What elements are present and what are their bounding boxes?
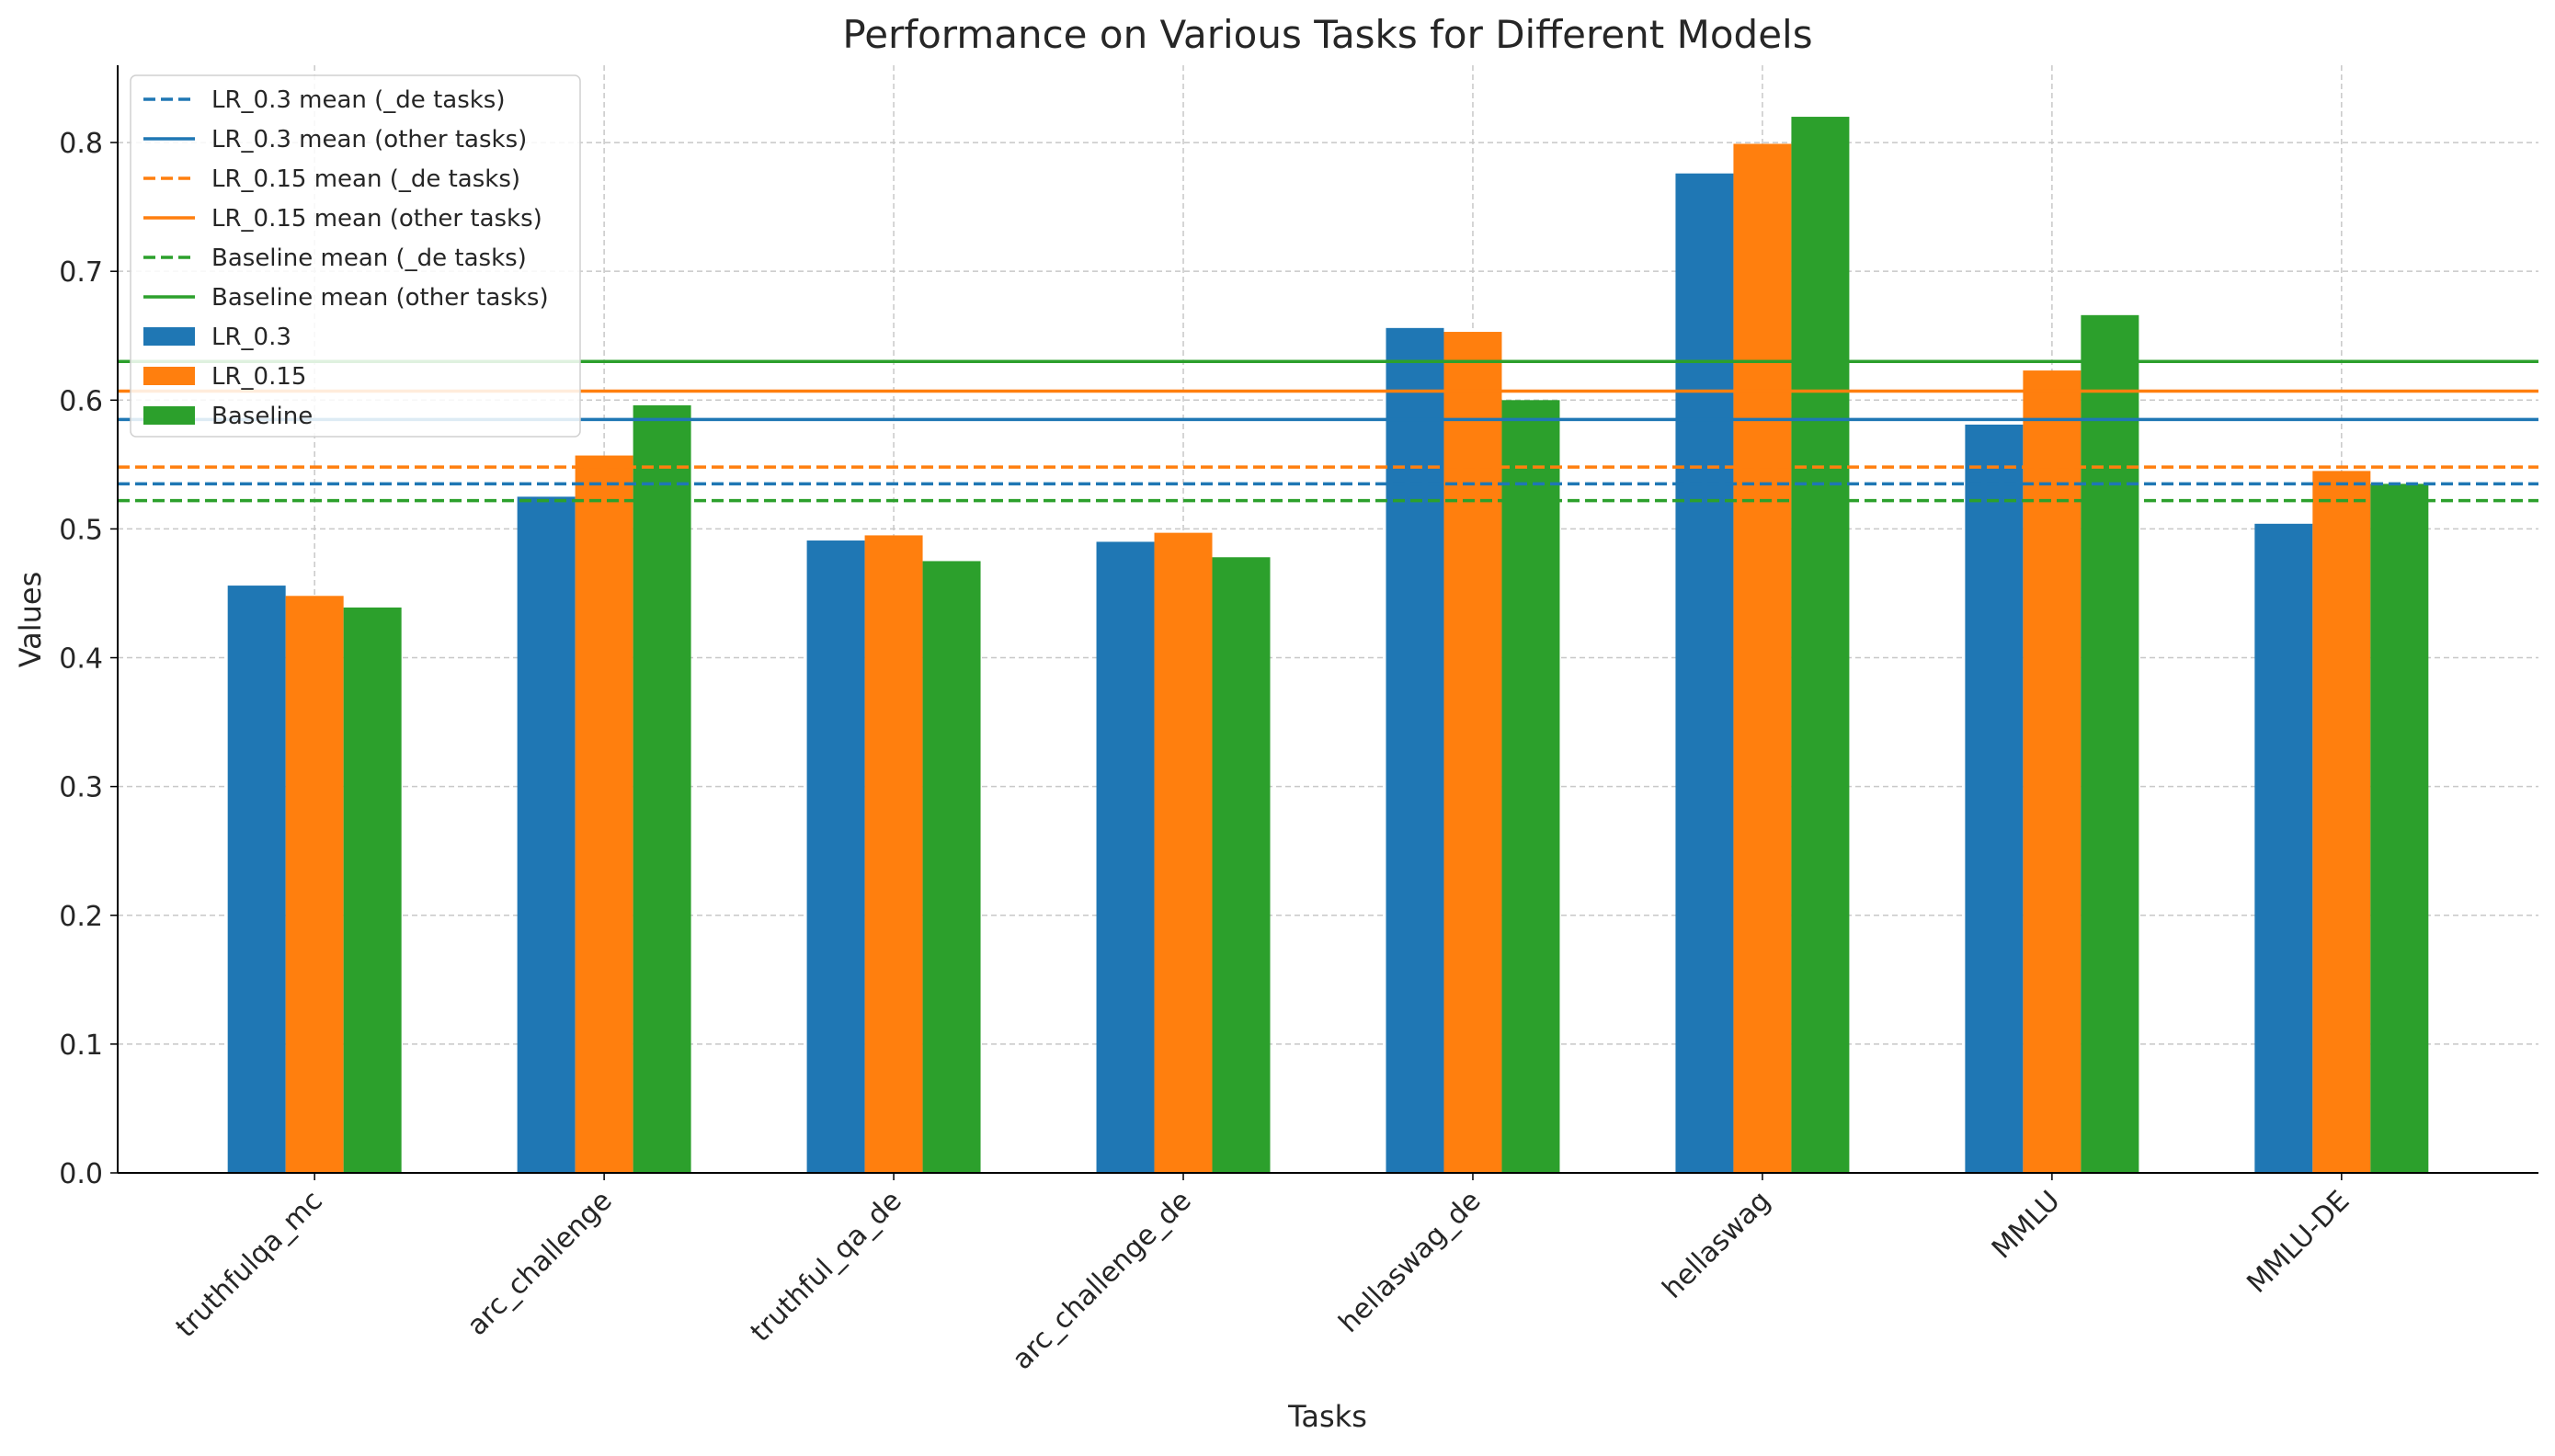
x-tick-label: truthful_qa_de	[745, 1185, 908, 1348]
bar-lr-0-15-hellaswag	[1733, 143, 1792, 1173]
legend-label: LR_0.15	[211, 363, 306, 391]
legend-label: LR_0.15 mean (_de tasks)	[211, 165, 520, 193]
bar-baseline-arc_challenge_de	[1212, 557, 1271, 1173]
bar-lr-0-3-mmlu-de	[2254, 523, 2313, 1173]
x-tick-label: hellaswag_de	[1333, 1185, 1488, 1339]
y-tick-label: 0.0	[59, 1158, 103, 1190]
bar-baseline-truthful_qa_de	[922, 561, 981, 1173]
bar-lr-0-15-mmlu-de	[2312, 471, 2371, 1173]
y-axis-label: Values	[13, 572, 48, 668]
bar-baseline-truthfulqa_mc	[343, 607, 402, 1173]
bar-lr-0-3-arc_challenge	[517, 496, 576, 1173]
bar-baseline-mmlu	[2081, 314, 2139, 1174]
x-tick-label: MMLU	[1986, 1185, 2067, 1266]
legend-label: LR_0.15 mean (other tasks)	[211, 205, 542, 233]
y-tick-label: 0.7	[59, 256, 103, 289]
legend-bar-swatch	[143, 406, 195, 425]
bar-lr-0-15-mmlu	[2023, 370, 2082, 1174]
legend-label: Baseline mean (other tasks)	[211, 284, 549, 312]
y-tick-label: 0.6	[59, 385, 103, 417]
y-tick-label: 0.8	[59, 128, 103, 160]
bar-lr-0-3-truthful_qa_de	[806, 540, 865, 1173]
x-tick-label: hellaswag	[1657, 1185, 1777, 1305]
bar-baseline-mmlu-de	[2370, 483, 2429, 1173]
bar-baseline-hellaswag	[1791, 117, 1850, 1173]
bar-lr-0-3-arc_challenge_de	[1096, 541, 1155, 1173]
legend-bar-swatch	[143, 327, 195, 346]
legend-label: LR_0.3	[211, 324, 291, 351]
legend-label: Baseline mean (_de tasks)	[211, 245, 527, 272]
bar-lr-0-15-truthfulqa_mc	[285, 596, 344, 1173]
bar-lr-0-3-truthfulqa_mc	[227, 586, 286, 1173]
y-tick-label: 0.1	[59, 1029, 103, 1062]
bar-baseline-hellaswag_de	[1501, 400, 1560, 1173]
bar-lr-0-3-mmlu	[1965, 424, 2024, 1173]
legend-bar-swatch	[143, 367, 195, 385]
legend-label: LR_0.3 mean (other tasks)	[211, 126, 527, 154]
x-axis-label: Tasks	[1287, 1399, 1367, 1434]
bar-lr-0-15-truthful_qa_de	[864, 535, 923, 1173]
y-tick-label: 0.4	[59, 643, 103, 676]
y-tick-label: 0.3	[59, 772, 103, 804]
bar-baseline-arc_challenge	[633, 404, 691, 1173]
x-tick-label: truthfulqa_mc	[170, 1185, 329, 1344]
x-tick-label: arc_challenge_de	[1006, 1185, 1197, 1376]
bar-lr-0-3-hellaswag_de	[1386, 327, 1444, 1173]
legend-box	[130, 74, 581, 438]
legend-label: Baseline	[211, 403, 313, 430]
y-tick-label: 0.2	[59, 901, 103, 933]
bar-lr-0-3-hellaswag	[1675, 173, 1734, 1174]
x-tick-label: MMLU-DE	[2241, 1185, 2355, 1300]
chart-title: Performance on Various Tasks for Differe…	[842, 12, 1812, 57]
legend: LR_0.3 mean (_de tasks) LR_0.3 mean (othe…	[130, 74, 581, 438]
x-tick-label: arc_challenge	[462, 1185, 619, 1342]
bar-lr-0-15-arc_challenge	[575, 455, 633, 1173]
bar-lr-0-15-arc_challenge_de	[1154, 532, 1213, 1173]
bars	[227, 117, 2429, 1174]
y-tick-label: 0.5	[59, 514, 103, 546]
bar-lr-0-15-hellaswag_de	[1443, 332, 1502, 1173]
legend-label: LR_0.3 mean (_de tasks)	[211, 86, 506, 114]
